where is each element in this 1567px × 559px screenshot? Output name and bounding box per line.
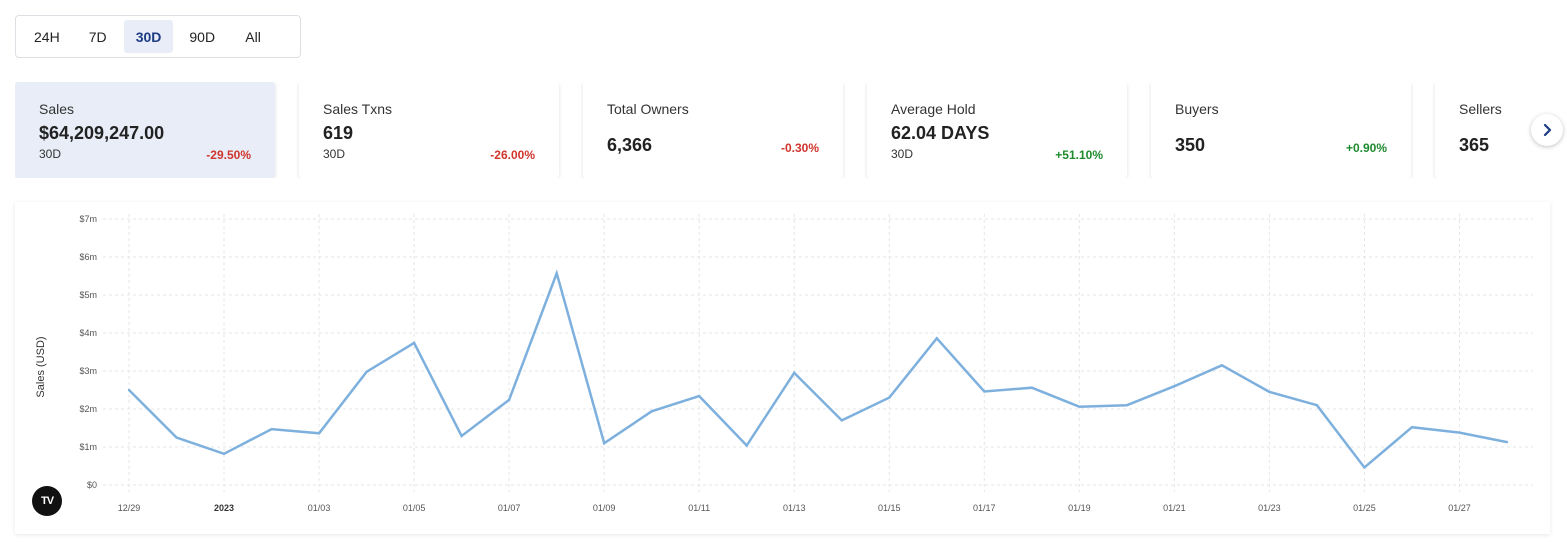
stat-card-sales[interactable]: Sales $64,209,247.00 30D -29.50% <box>15 82 275 178</box>
stat-card-title: Sales Txns <box>323 101 392 117</box>
stat-card-sales-txns[interactable]: Sales Txns 619 30D -26.00% <box>299 82 559 178</box>
data-point <box>1030 386 1034 389</box>
stat-card-title: Total Owners <box>607 101 689 117</box>
y-tick-label: $6m <box>79 252 97 262</box>
data-point <box>935 337 938 340</box>
stat-card-buyers[interactable]: Buyers 350 +0.90% <box>1151 82 1411 178</box>
x-tick-label: 01/23 <box>1258 503 1281 513</box>
y-axis-label: Sales (USD) <box>35 336 47 397</box>
data-point <box>1173 385 1176 388</box>
stat-card-change: +0.90% <box>1345 141 1387 155</box>
x-tick-label: 01/21 <box>1163 503 1186 513</box>
y-tick-label: $3m <box>79 366 97 376</box>
stat-card-value: 619 <box>323 123 354 143</box>
stat-card-period: 30D <box>891 147 914 161</box>
chevron-right-icon <box>1543 123 1552 137</box>
data-point <box>1268 390 1271 394</box>
data-point <box>1363 466 1366 469</box>
data-point <box>745 444 748 447</box>
data-point <box>888 396 891 399</box>
stat-card-value: $64,209,247.00 <box>39 123 165 143</box>
stat-card-value: 6,366 <box>607 135 653 155</box>
data-point <box>460 434 463 438</box>
tradingview-logo[interactable]: TV <box>32 486 62 516</box>
stat-card-title: Average Hold <box>891 101 976 117</box>
stat-card-sellers[interactable]: Sellers 365 <box>1435 82 1567 178</box>
x-tick-label: 01/03 <box>308 503 331 513</box>
x-tick-label: 01/17 <box>973 503 996 513</box>
y-tick-label: $0 <box>87 480 97 490</box>
y-tick-label: $2m <box>79 404 97 414</box>
sales-line-chart: $0 $1m $2m $3m $4m $5m $6m $7m 12/29 2023 01/03 01/… <box>35 214 1533 513</box>
x-tick-label: 2023 <box>214 503 234 513</box>
data-point <box>555 272 558 275</box>
stat-card-value: 62.04 DAYS <box>891 123 990 143</box>
data-point <box>602 442 606 445</box>
y-tick-label: $5m <box>79 290 97 300</box>
stat-card-title: Buyers <box>1175 101 1219 117</box>
x-tick-label: 01/15 <box>878 503 901 513</box>
data-point <box>983 390 986 393</box>
x-tick-label: 01/13 <box>783 503 806 513</box>
data-point <box>222 452 226 456</box>
data-point <box>650 410 653 413</box>
range-option-7d[interactable]: 7D <box>88 28 107 45</box>
stat-cards: Sales $64,209,247.00 30D -29.50% Sales Txns 6… <box>15 82 1567 178</box>
data-point <box>365 370 368 373</box>
range-option-30d[interactable]: 30D <box>123 20 174 53</box>
x-tick-label: 01/19 <box>1068 503 1091 513</box>
range-option-90d[interactable]: 90D <box>189 28 216 45</box>
stat-card-change: +51.10% <box>1055 148 1103 162</box>
data-point <box>270 427 273 431</box>
data-point <box>1125 404 1129 407</box>
data-point <box>1505 440 1509 444</box>
data-point <box>507 398 511 402</box>
data-point <box>127 388 131 392</box>
stat-card-value: 365 <box>1459 135 1490 155</box>
range-option-24h[interactable]: 24H <box>34 28 60 45</box>
stat-card-average-hold[interactable]: Average Hold 62.04 DAYS 30D +51.10% <box>867 82 1127 178</box>
range-option-all[interactable]: All <box>245 28 261 45</box>
stat-card-period: 30D <box>323 147 346 161</box>
x-tick-label: 01/05 <box>403 503 426 513</box>
data-point <box>1315 404 1319 407</box>
stat-card-period: 30D <box>39 147 62 161</box>
stat-card-title: Sellers <box>1459 101 1502 117</box>
x-tick-label: 01/25 <box>1353 503 1376 513</box>
x-tick-label: 01/11 <box>688 503 710 513</box>
next-cards-button[interactable] <box>1531 114 1563 146</box>
data-point <box>317 432 321 435</box>
stat-card-title: Sales <box>39 101 75 117</box>
time-range-toggle: 24H 7D 30D 90D All <box>15 15 301 58</box>
data-point <box>698 394 701 398</box>
data-point <box>1410 426 1414 429</box>
data-point <box>1458 431 1461 434</box>
stat-card-change: -29.50% <box>206 148 251 162</box>
data-point <box>793 371 796 375</box>
stat-card-total-owners[interactable]: Total Owners 6,366 -0.30% <box>583 82 843 178</box>
x-tick-label: 12/29 <box>118 503 141 513</box>
data-point <box>412 341 416 345</box>
sales-series-line <box>128 269 1508 470</box>
data-point <box>175 436 178 439</box>
data-point <box>840 419 843 422</box>
data-point <box>1078 405 1081 408</box>
data-point <box>1220 364 1224 367</box>
sales-chart: $0 $1m $2m $3m $4m $5m $6m $7m 12/29 2023 01/03 01/… <box>15 202 1550 534</box>
stat-card-change: -0.30% <box>780 141 819 155</box>
y-tick-label: $1m <box>79 442 97 452</box>
stat-card-value: 350 <box>1175 135 1206 155</box>
x-tick-label: 01/27 <box>1448 503 1471 513</box>
stat-card-change: -26.00% <box>490 148 535 162</box>
y-tick-label: $7m <box>79 214 97 224</box>
x-tick-label: 01/09 <box>593 503 616 513</box>
x-tick-label: 01/07 <box>498 503 521 513</box>
y-tick-label: $4m <box>79 328 97 338</box>
